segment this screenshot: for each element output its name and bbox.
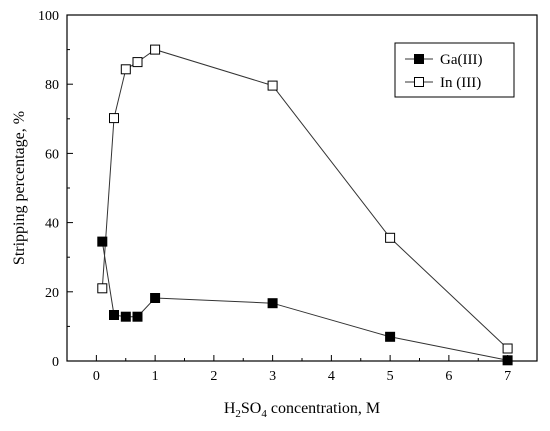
axis-ticks: 0 1 2 3 4 5 6 7 0 20 40 60 80 100	[38, 9, 538, 384]
legend-marker-ga	[414, 54, 424, 64]
data-point-1-1	[109, 113, 119, 124]
x-tick-label: 7	[504, 369, 511, 384]
x-tick-label: 4	[328, 369, 335, 384]
legend-label-in: In (III)	[440, 75, 481, 91]
x-tick-label: 1	[152, 369, 159, 384]
x-axis-title-sub1: 2	[235, 408, 241, 420]
series-layer	[97, 44, 513, 366]
data-point-1-6	[385, 232, 396, 243]
series-line-0	[101, 241, 508, 361]
data-point-0-0	[97, 236, 108, 247]
legend-box	[394, 42, 515, 98]
data-point-0-1	[109, 310, 119, 320]
y-tick-label: 100	[38, 9, 59, 24]
x-tick-label: 0	[93, 369, 100, 384]
x-axis-title-mid: SO	[241, 400, 261, 417]
x-tick-label: 5	[387, 369, 394, 384]
y-axis-title: Stripping percentage, %	[11, 111, 28, 265]
data-point-1-0	[97, 283, 108, 294]
legend: Ga(III) In (III)	[394, 42, 515, 98]
data-point-0-7	[502, 355, 513, 366]
data-point-1-3	[132, 57, 143, 68]
legend-label-ga: Ga(III)	[440, 52, 482, 68]
data-point-1-2	[120, 64, 131, 75]
data-point-1-4	[150, 44, 161, 55]
data-point-0-5	[267, 298, 278, 309]
x-axis-title-sub2: 4	[261, 408, 267, 420]
data-point-0-3	[132, 311, 143, 322]
x-tick-label: 2	[210, 369, 217, 384]
x-axis-title-prefix: H	[224, 400, 236, 417]
x-axis-title: H2SO4 concentration, M	[224, 400, 380, 420]
data-point-0-4	[150, 293, 161, 303]
x-tick-label: 6	[445, 369, 452, 384]
y-tick-label: 40	[45, 217, 59, 232]
y-tick-label: 80	[45, 78, 59, 93]
legend-marker-in	[414, 77, 424, 87]
data-point-0-6	[385, 331, 396, 342]
x-axis-title-suffix: concentration, M	[267, 400, 380, 417]
data-point-1-7	[502, 343, 513, 354]
y-tick-label: 0	[52, 355, 59, 370]
y-tick-label: 60	[45, 147, 59, 162]
x-tick-label: 3	[269, 369, 276, 384]
data-point-0-2	[120, 311, 131, 322]
data-point-1-5	[267, 80, 278, 91]
series-line-1	[101, 49, 508, 349]
y-tick-label: 20	[45, 286, 59, 301]
